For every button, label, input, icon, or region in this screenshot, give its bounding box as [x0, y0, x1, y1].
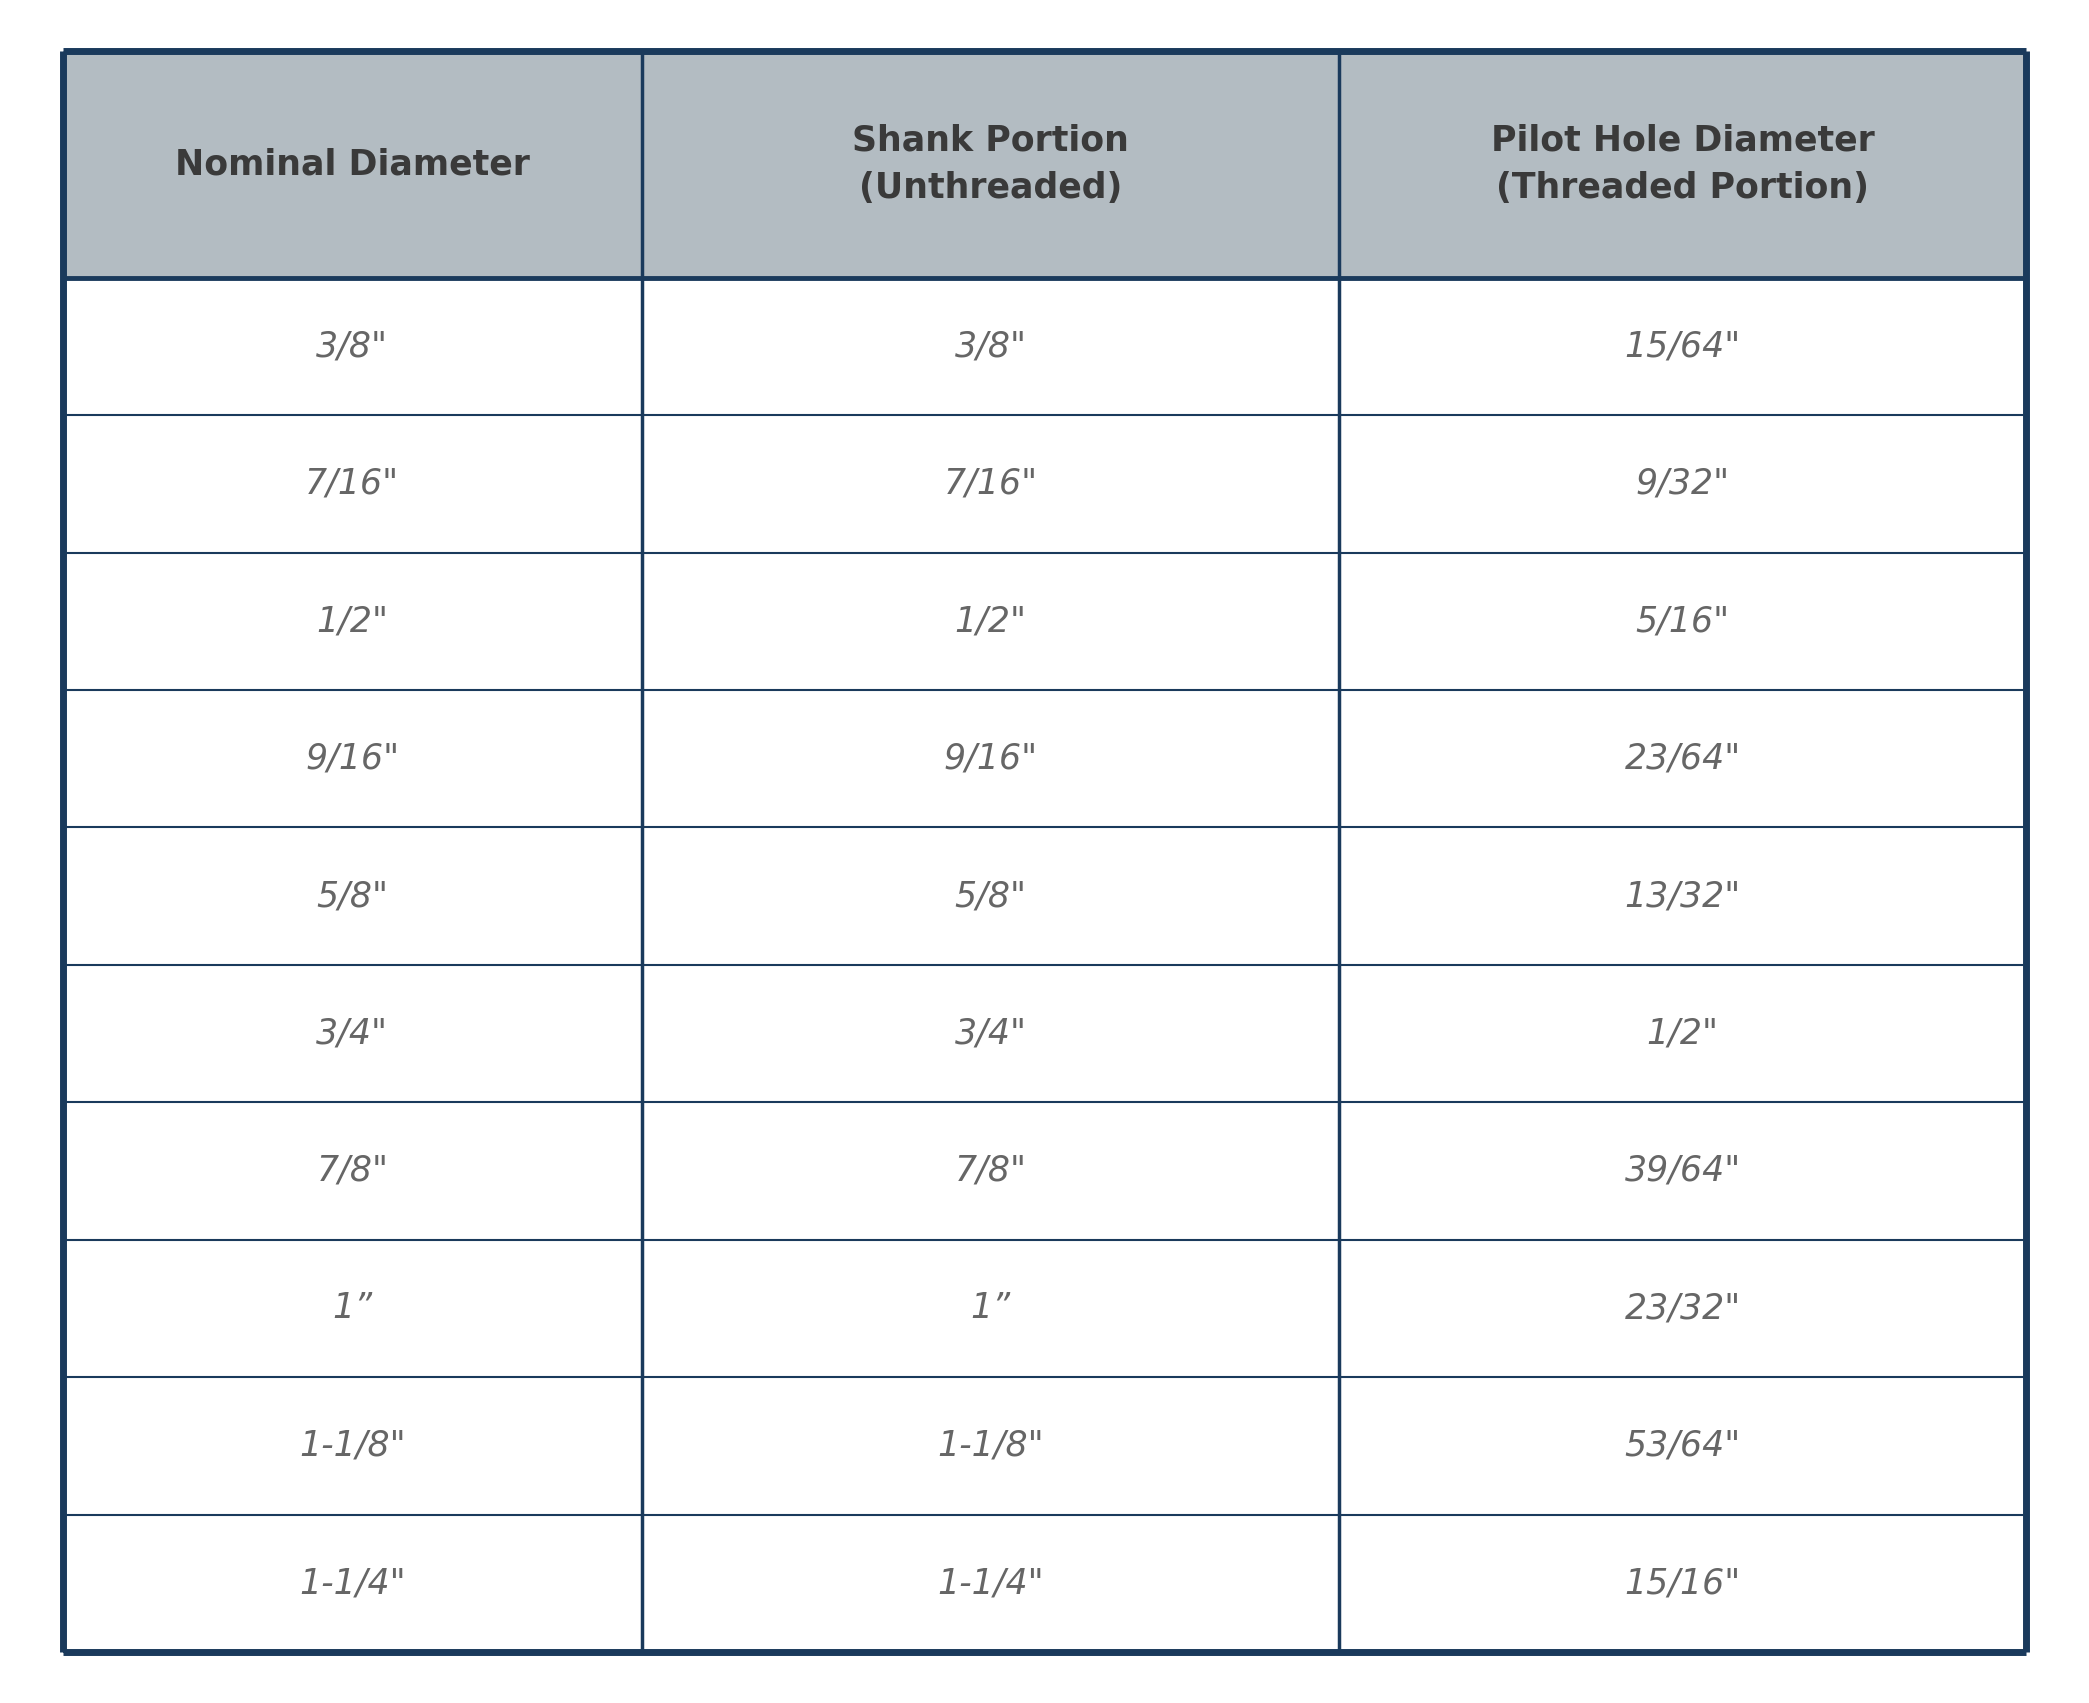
Text: 1/2": 1/2"	[1646, 1017, 1719, 1051]
Text: Pilot Hole Diameter
(Threaded Portion): Pilot Hole Diameter (Threaded Portion)	[1492, 124, 1874, 204]
Text: 5/8": 5/8"	[955, 879, 1026, 913]
Text: 1/2": 1/2"	[315, 605, 389, 639]
Text: 9/32": 9/32"	[1636, 467, 1730, 501]
Text: 5/8": 5/8"	[315, 879, 389, 913]
Text: 7/16": 7/16"	[944, 467, 1038, 501]
Text: 9/16": 9/16"	[305, 743, 399, 777]
Text: 23/32": 23/32"	[1625, 1291, 1740, 1325]
Bar	[63, 1240, 2026, 1378]
Text: Shank Portion
(Unthreaded): Shank Portion (Unthreaded)	[852, 124, 1128, 204]
Text: 1-1/4": 1-1/4"	[299, 1567, 405, 1601]
Text: 7/8": 7/8"	[315, 1155, 389, 1189]
Text: 1/2": 1/2"	[955, 605, 1026, 639]
Text: 23/64": 23/64"	[1625, 743, 1740, 777]
Text: 3/4": 3/4"	[955, 1017, 1026, 1051]
Text: 53/64": 53/64"	[1625, 1429, 1740, 1463]
Text: 1-1/4": 1-1/4"	[938, 1567, 1044, 1601]
Text: 15/16": 15/16"	[1625, 1567, 1740, 1601]
Bar	[63, 553, 2026, 690]
Text: 13/32": 13/32"	[1625, 879, 1740, 913]
Text: 1”: 1”	[971, 1291, 1011, 1325]
Bar	[63, 1102, 2026, 1240]
Text: 3/8": 3/8"	[955, 329, 1026, 363]
Text: 1-1/8": 1-1/8"	[299, 1429, 405, 1463]
Text: 15/64": 15/64"	[1625, 329, 1740, 363]
Bar	[63, 828, 2026, 966]
Bar	[63, 966, 2026, 1102]
Text: 7/8": 7/8"	[955, 1155, 1026, 1189]
Bar	[63, 416, 2026, 553]
Text: 7/16": 7/16"	[305, 467, 399, 501]
Text: 1”: 1”	[332, 1291, 372, 1325]
Text: 3/8": 3/8"	[315, 329, 389, 363]
Text: 9/16": 9/16"	[944, 743, 1038, 777]
Text: 5/16": 5/16"	[1636, 605, 1730, 639]
Text: 3/4": 3/4"	[315, 1017, 389, 1051]
Text: Nominal Diameter: Nominal Diameter	[175, 148, 531, 182]
Text: 39/64": 39/64"	[1625, 1155, 1740, 1189]
Bar	[63, 278, 2026, 416]
Text: 1-1/8": 1-1/8"	[938, 1429, 1044, 1463]
Bar	[63, 690, 2026, 828]
Bar	[63, 51, 2026, 278]
Bar	[63, 1378, 2026, 1514]
Bar	[63, 1514, 2026, 1652]
